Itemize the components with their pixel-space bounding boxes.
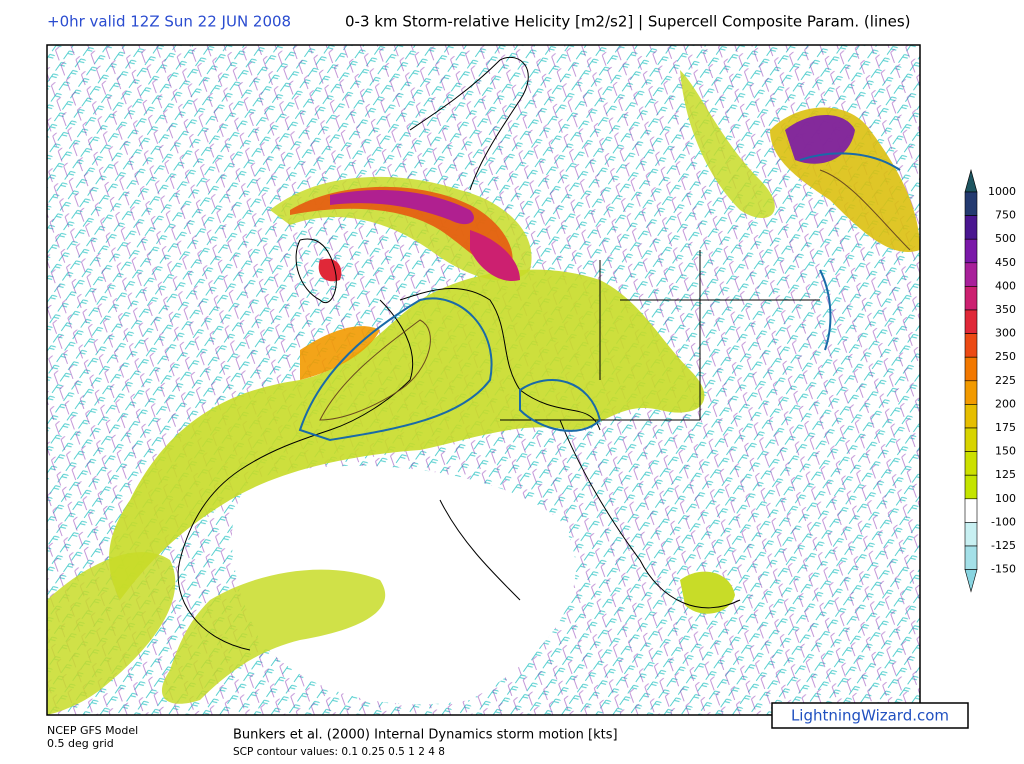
colorbar-swatch: [964, 522, 978, 547]
colorbar-label: 300: [995, 327, 1016, 340]
colorbar-label: 350: [995, 303, 1016, 316]
colorbar-swatch: [964, 451, 978, 476]
colorbar-swatch: [964, 262, 978, 287]
colorbar-label: 400: [995, 279, 1016, 292]
colorbar-swatch: [964, 286, 978, 311]
watermark-box: [771, 702, 969, 729]
colorbar-swatch: [964, 215, 978, 240]
colorbar-swatch: [964, 474, 978, 500]
valid-time: +0hr valid 12Z Sun 22 JUN 2008: [47, 13, 291, 31]
colorbar-label: 500: [995, 232, 1016, 245]
storm-motion: Bunkers et al. (2000) Internal Dynamics …: [233, 728, 618, 743]
grid-resolution: 0.5 deg grid: [47, 737, 114, 750]
colorbar-label: -150: [991, 563, 1016, 576]
colorbar-cap: [964, 168, 978, 193]
watermark: LightningWizard.com: [791, 707, 949, 725]
colorbar-label: 750: [995, 209, 1016, 222]
coastlines: [177, 56, 820, 651]
colorbar-label: 450: [995, 256, 1016, 269]
colorbar-swatch: [964, 333, 978, 358]
helicity-fill: [47, 70, 920, 715]
calm-area: [231, 465, 576, 705]
colorbar-swatch: [964, 380, 978, 405]
colorbar-label: -100: [991, 515, 1016, 528]
scp-contours: [298, 152, 901, 442]
colorbar-label: -125: [991, 539, 1016, 552]
colorbar-label: 225: [995, 374, 1016, 387]
colorbar-cap: [964, 569, 978, 593]
colorbar-swatch: [964, 427, 978, 452]
map-border: [46, 44, 921, 716]
colorbar-swatch: [964, 404, 978, 429]
map-title: 0-3 km Storm-relative Helicity [m2/s2] |…: [345, 13, 911, 31]
colorbar-swatch: [964, 545, 978, 570]
scp-inner-contours: [319, 169, 911, 421]
model-name: NCEP GFS Model: [47, 724, 138, 737]
map: [46, 44, 921, 716]
colorbar-label: 200: [995, 397, 1016, 410]
colorbar-swatch: [964, 191, 978, 216]
colorbar: 1000 750 500 450 400 350 300 250 225 200 175 150 125…: [964, 168, 1016, 593]
colorbar-label: 175: [995, 421, 1016, 434]
colorbar-swatch: [964, 309, 978, 334]
colorbar-label: 125: [995, 468, 1016, 481]
colorbar-label: 1000: [988, 185, 1016, 198]
colorbar-label: 100: [995, 492, 1016, 505]
scp-contours-label: SCP contour values: 0.1 0.25 0.5 1 2 4 8: [233, 746, 445, 758]
colorbar-swatch: [964, 238, 978, 264]
colorbar-swatch: [964, 498, 978, 523]
colorbar-label: 250: [995, 350, 1016, 363]
colorbar-swatch: [964, 356, 978, 382]
colorbar-label: 150: [995, 445, 1016, 458]
